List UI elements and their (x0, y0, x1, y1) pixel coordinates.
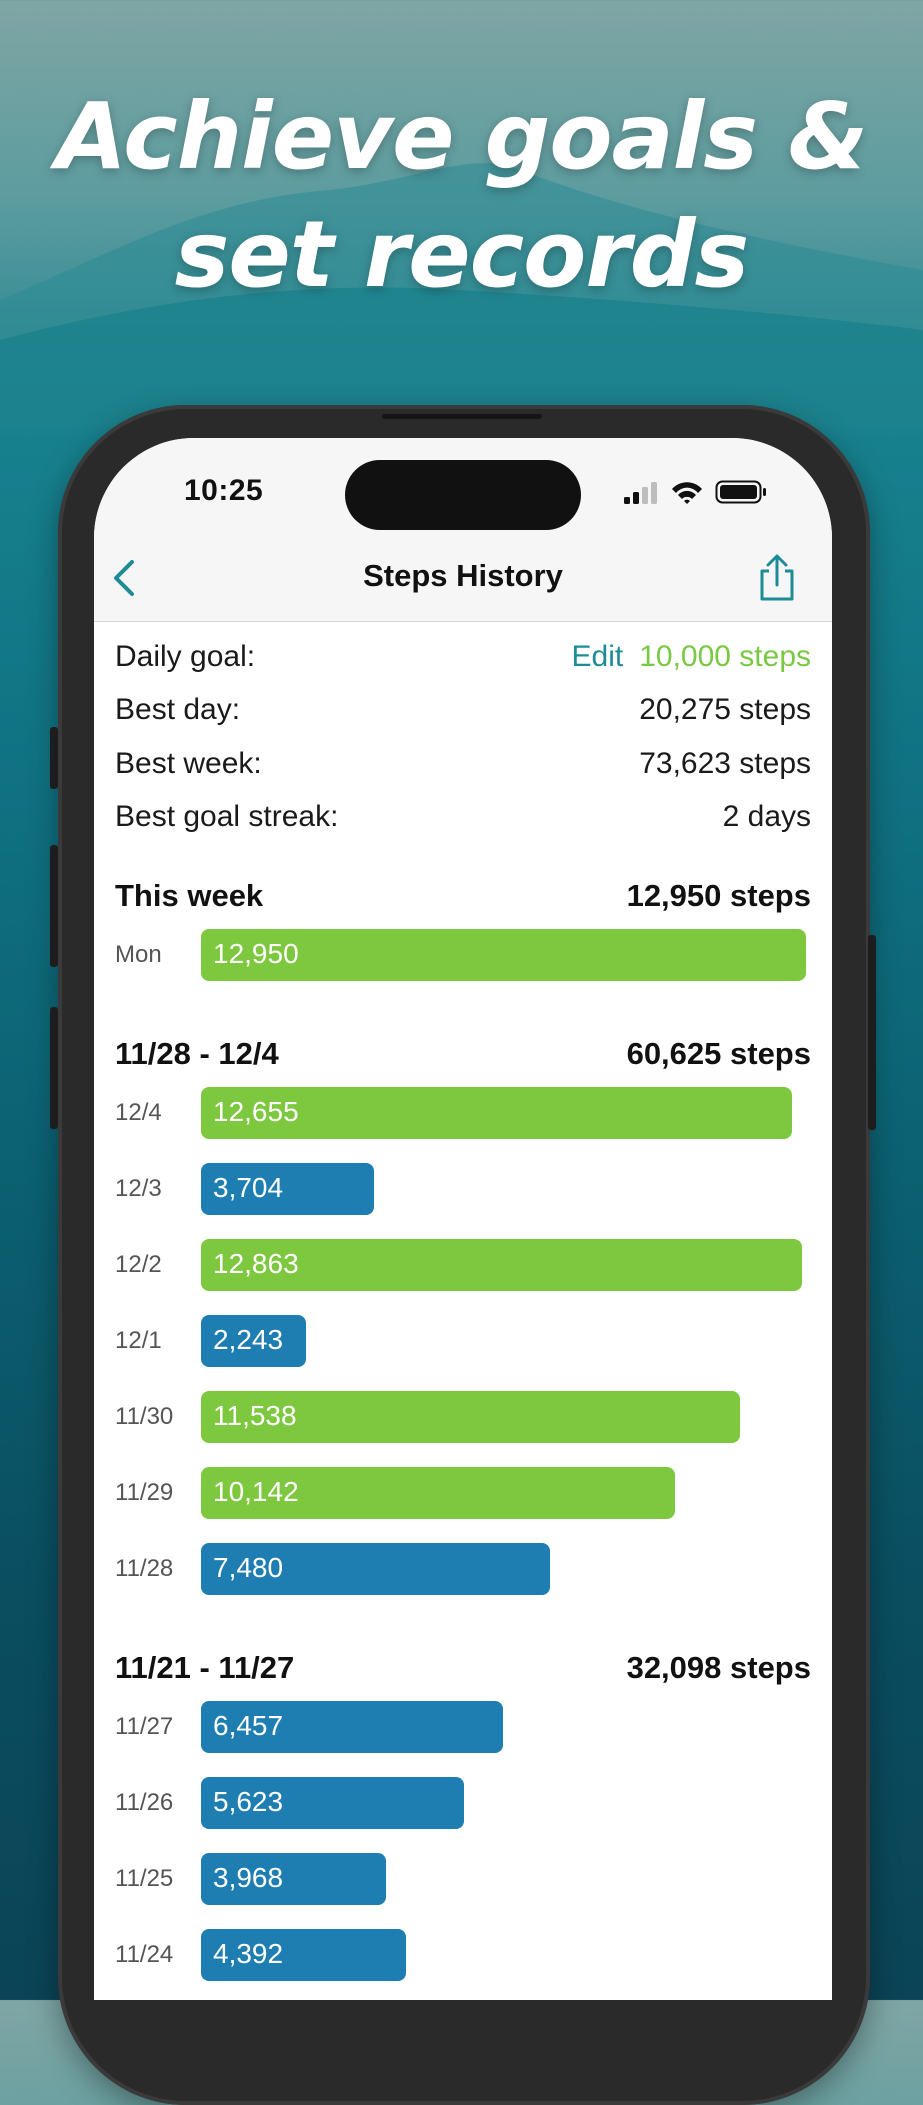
steps-bar[interactable]: 11,538 (201, 1391, 740, 1443)
power-button (868, 935, 876, 1130)
share-icon[interactable] (756, 553, 798, 603)
headline-line-1: Achieve goals & (55, 83, 868, 190)
week-header: This week 12,950 steps (115, 878, 811, 918)
back-chevron-icon[interactable] (108, 556, 142, 600)
steps-bar[interactable]: 3,968 (201, 1853, 386, 1905)
steps-bar-value: 12,950 (213, 938, 299, 969)
best-week-row: Best week: 73,623 steps (115, 747, 811, 787)
daily-goal-value-group: Edit 10,000 steps (572, 640, 812, 674)
week-header: 11/28 - 12/4 60,625 steps (115, 1036, 811, 1076)
day-label: 11/24 (115, 1941, 174, 1968)
steps-bar-value: 12,655 (213, 1096, 299, 1127)
day-row: 11/26 5,623 (115, 1777, 811, 1829)
dynamic-island (345, 460, 581, 530)
daily-goal-row: Daily goal: Edit 10,000 steps (115, 640, 811, 680)
day-label: Mon (115, 941, 162, 968)
week-title: This week (115, 878, 264, 913)
day-label: 11/27 (115, 1713, 174, 1740)
best-streak-value: 2 days (722, 800, 811, 833)
day-label: 11/29 (115, 1479, 174, 1506)
week-total: 60,625 steps (626, 1036, 811, 1071)
edit-goal-button[interactable]: Edit (571, 640, 624, 673)
day-row: 11/27 6,457 (115, 1701, 811, 1753)
status-time: 10:25 (184, 474, 264, 507)
day-row: 12/4 12,655 (115, 1087, 811, 1139)
volume-down-button (50, 1007, 58, 1129)
best-week-value: 73,623 steps (639, 747, 811, 780)
steps-bar[interactable]: 4,392 (201, 1929, 406, 1981)
steps-bar[interactable]: 12,863 (201, 1239, 802, 1291)
day-row: 11/28 7,480 (115, 1543, 811, 1595)
best-streak-label: Best goal streak: (115, 800, 339, 833)
steps-bar[interactable]: 12,655 (201, 1087, 792, 1139)
action-button (50, 727, 58, 789)
day-label: 12/1 (115, 1327, 162, 1354)
steps-bar-value: 3,704 (213, 1172, 284, 1203)
earpiece-speaker (382, 414, 542, 419)
day-label: 11/25 (115, 1865, 174, 1892)
steps-bar-value: 2,243 (213, 1324, 284, 1355)
status-icons (624, 480, 766, 504)
day-row: 11/24 4,392 (115, 1929, 811, 1981)
day-label: 11/26 (115, 1789, 174, 1816)
week-title: 11/28 - 12/4 (115, 1036, 279, 1071)
steps-bar[interactable]: 6,457 (201, 1701, 503, 1753)
steps-bar-value: 3,968 (213, 1862, 284, 1893)
week-total: 12,950 steps (626, 878, 811, 913)
day-label: 12/3 (115, 1175, 162, 1202)
steps-bar-value: 12,863 (213, 1248, 299, 1279)
day-row: 11/30 11,538 (115, 1391, 811, 1443)
promo-headline: Achieve goals & set records (0, 78, 923, 314)
steps-bar-value: 4,392 (213, 1938, 284, 1969)
daily-goal-value: 10,000 steps (639, 640, 811, 673)
day-label: 12/2 (115, 1251, 162, 1278)
phone-screen: 10:25 Steps History Daily goal: Edit 10,0… (94, 438, 832, 2000)
day-row: 12/1 2,243 (115, 1315, 811, 1367)
steps-bar-value: 7,480 (213, 1552, 284, 1583)
week-header: 11/21 - 11/27 32,098 steps (115, 1650, 811, 1690)
steps-bar[interactable]: 5,623 (201, 1777, 464, 1829)
steps-bar[interactable]: 12,950 (201, 929, 806, 981)
wifi-icon (672, 482, 702, 504)
day-row: 12/3 3,704 (115, 1163, 811, 1215)
steps-bar-value: 6,457 (213, 1710, 284, 1741)
best-day-row: Best day: 20,275 steps (115, 693, 811, 733)
week-total: 32,098 steps (626, 1650, 811, 1685)
headline-line-2: set records (174, 201, 750, 308)
page-title: Steps History (363, 558, 563, 593)
battery-icon (715, 480, 766, 504)
steps-bar[interactable]: 10,142 (201, 1467, 675, 1519)
day-label: 12/4 (115, 1099, 162, 1126)
best-day-value: 20,275 steps (639, 693, 811, 726)
day-row: 12/2 12,863 (115, 1239, 811, 1291)
best-week-label: Best week: (115, 747, 262, 780)
best-streak-row: Best goal streak: 2 days (115, 800, 811, 840)
daily-goal-label: Daily goal: (115, 640, 256, 673)
week-title: 11/21 - 11/27 (115, 1650, 295, 1685)
steps-bar-value: 11,538 (213, 1400, 297, 1431)
day-label: 11/30 (115, 1403, 174, 1430)
steps-bar-value: 5,623 (213, 1786, 284, 1817)
day-row: 11/25 3,968 (115, 1853, 811, 1905)
day-row: 11/29 10,142 (115, 1467, 811, 1519)
day-row: Mon 12,950 (115, 929, 811, 981)
best-day-label: Best day: (115, 693, 241, 726)
steps-bar-value: 10,142 (213, 1476, 299, 1507)
steps-bar[interactable]: 7,480 (201, 1543, 550, 1595)
steps-bar[interactable]: 3,704 (201, 1163, 374, 1215)
volume-up-button (50, 845, 58, 967)
day-label: 11/28 (115, 1555, 174, 1582)
cellular-signal-icon (624, 482, 657, 504)
steps-bar[interactable]: 2,243 (201, 1315, 306, 1367)
